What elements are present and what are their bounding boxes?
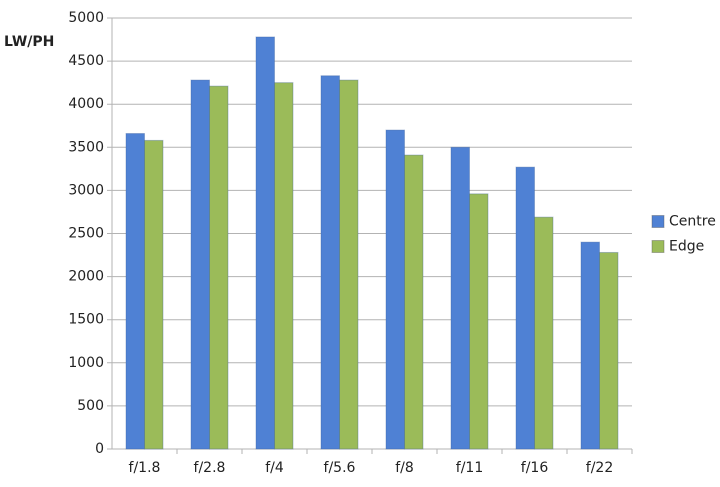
legend-label: Centre [669, 214, 716, 230]
bar [404, 154, 424, 450]
x-tick-label: f/22 [586, 460, 613, 476]
y-axis-label: LW/PH [4, 34, 54, 50]
bar [385, 129, 405, 450]
bar [144, 139, 164, 450]
y-tick-label: 1500 [68, 312, 104, 328]
y-tick-label: 3500 [68, 139, 104, 155]
y-tick-label: 4500 [68, 53, 104, 69]
bar [209, 85, 229, 450]
y-tick-label: 4000 [68, 96, 104, 112]
legend-swatch [651, 240, 665, 253]
bar [534, 216, 554, 450]
y-tick-label: 0 [95, 441, 104, 457]
y-tick-label: 2000 [68, 269, 104, 285]
x-tick-label: f/8 [395, 460, 414, 476]
bar [450, 146, 470, 450]
x-tick-label: f/16 [521, 460, 549, 476]
bar [320, 75, 340, 450]
x-tick-label: f/1.8 [129, 460, 161, 476]
legend-label: Edge [669, 239, 704, 255]
y-tick-label: 500 [77, 398, 104, 414]
bar [274, 82, 294, 450]
bar [125, 133, 145, 450]
bar [469, 193, 489, 450]
bar [190, 79, 210, 450]
x-tick-label: f/5.6 [324, 460, 356, 476]
legend-swatch [651, 215, 665, 228]
bar [580, 241, 600, 450]
bar [255, 36, 275, 450]
y-tick-label: 5000 [68, 10, 104, 26]
x-tick-label: f/2.8 [194, 460, 226, 476]
x-tick-label: f/4 [265, 460, 284, 476]
x-tick-label: f/11 [456, 460, 483, 476]
y-tick-label: 1000 [68, 355, 104, 371]
y-tick-label: 3000 [68, 182, 104, 198]
bar [339, 79, 359, 450]
y-tick-label: 2500 [68, 226, 104, 242]
bar [599, 251, 619, 450]
bar [515, 166, 535, 450]
